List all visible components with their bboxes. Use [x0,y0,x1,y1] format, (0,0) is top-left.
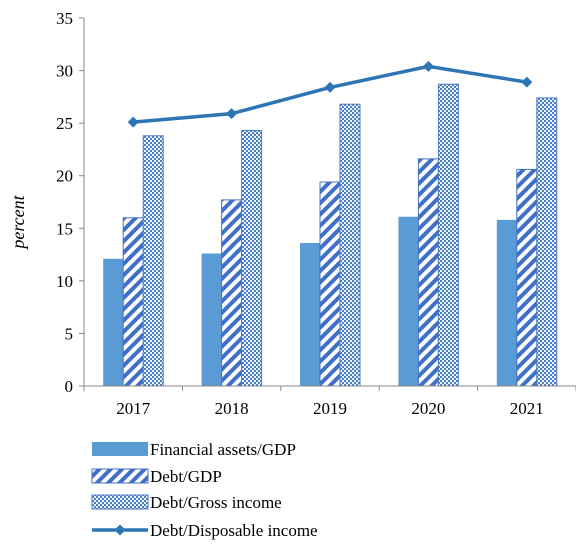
x-tick-label: 2017 [116,399,151,418]
legend-label-debt-gdp: Debt/GDP [150,467,222,486]
bar-debt-gross-income-2021 [536,97,558,387]
y-axis-ticks: 0 5 10 15 20 25 30 35 [56,9,84,396]
legend-swatch-debt-gdp [91,468,149,484]
y-tick-label: 0 [65,377,74,396]
bar-debt-gross-income-2017 [142,135,164,387]
bar-financial-assets-gdp-2021 [496,219,517,386]
bar-financial-assets-gdp-2018 [201,253,222,386]
line-point-2020 [422,60,434,72]
y-tick-label: 30 [56,62,73,81]
bar-financial-assets-gdp-2020 [398,216,419,386]
bar-debt-gdp-2021 [516,168,538,387]
line-point-2018 [226,108,238,120]
y-tick-label: 35 [56,9,73,28]
bar-debt-gdp-2020 [417,158,439,387]
line-point-2017 [127,116,139,128]
x-tick-label: 2018 [215,399,249,418]
legend-label-financial-assets-gdp: Financial assets/GDP [150,440,296,459]
bar-financial-assets-gdp-2019 [300,243,320,386]
y-tick-label: 20 [56,167,73,186]
x-tick-label: 2019 [313,399,347,418]
legend-marker-debt-disposable-income [114,524,126,536]
bar-debt-gdp-2018 [221,199,243,387]
bar-debt-gross-income-2019 [339,103,361,387]
y-tick-label: 10 [56,272,73,291]
y-tick-label: 25 [56,114,73,133]
line-point-2019 [324,81,336,93]
bar-debt-gross-income-2018 [241,130,263,387]
legend: Financial assets/GDP Debt/GDP Debt/Gross i… [91,440,318,540]
legend-swatch-debt-gross-income [91,494,149,510]
x-tick-label: 2020 [411,399,445,418]
bar-debt-gdp-2019 [319,181,341,387]
y-tick-label: 5 [65,324,74,343]
bar-debt-gross-income-2020 [437,83,459,387]
bar-financial-assets-gdp-2017 [103,258,124,386]
y-axis-title: percent [8,194,28,250]
x-axis-ticks: 2017 2018 2019 2020 2021 [83,386,576,418]
line-point-2021 [521,76,533,88]
line-debt-disposable-income [133,64,528,124]
line-layer [127,60,533,128]
x-tick-label: 2021 [510,399,544,418]
y-tick-label: 15 [56,219,73,238]
bar-layer [103,83,558,387]
legend-label-debt-gross-income: Debt/Gross income [150,493,282,512]
bar-debt-gdp-2017 [122,217,144,387]
legend-label-debt-disposable-income: Debt/Disposable income [150,521,318,540]
legend-swatch-financial-assets-gdp [92,442,148,456]
